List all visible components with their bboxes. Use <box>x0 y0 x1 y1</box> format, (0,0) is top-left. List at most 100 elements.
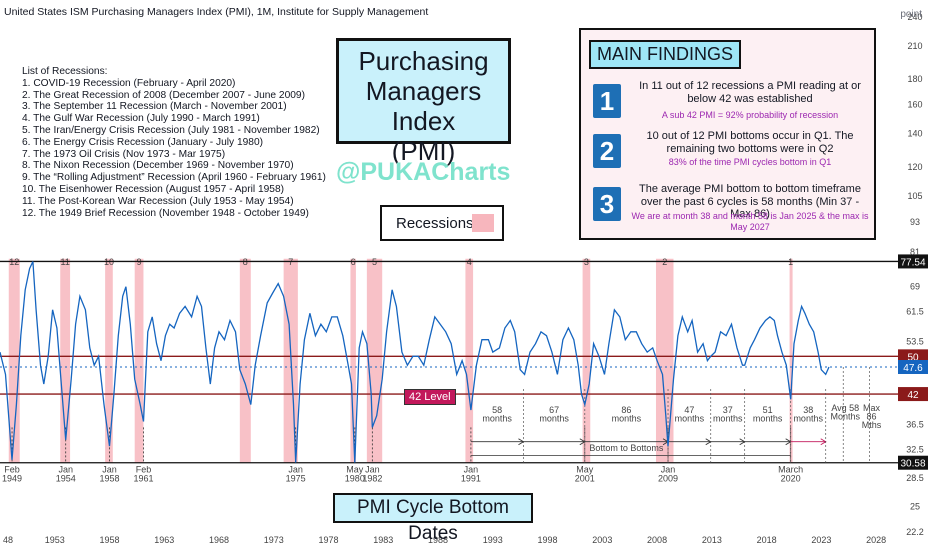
x-tick-label: 1993 <box>483 535 503 545</box>
cycle-label: months <box>612 413 642 423</box>
y-tick-label: 140 <box>907 129 922 139</box>
level-tag-label: 77.54 <box>900 257 925 268</box>
legend-swatch <box>472 214 494 232</box>
cycle-label: months <box>482 413 512 423</box>
recession-band <box>134 258 144 463</box>
recession-item: 8. The Nixon Recession (December 1969 - … <box>22 160 294 172</box>
cycle-label: 38 <box>803 405 813 415</box>
y-tick-label: 210 <box>907 41 922 51</box>
x-tick-label: 1973 <box>264 535 284 545</box>
finding-sub: We are at month 38 and month 58 is Jan 2… <box>631 211 869 232</box>
y-tick-label: 28.5 <box>906 473 924 483</box>
cycle-label: 51 <box>763 405 773 415</box>
bottom-date-label: Feb <box>4 465 20 475</box>
recession-band <box>789 258 793 463</box>
recession-list-title: List of Recessions: <box>22 66 108 77</box>
x-tick-label: 2023 <box>811 535 831 545</box>
recession-band <box>350 258 356 463</box>
x-tick-label: 48 <box>3 535 13 545</box>
recession-item: 9. The “Rolling Adjustment” Recession (A… <box>22 172 326 184</box>
level-tag-label: 42 <box>907 390 919 401</box>
y-tick-label: 53.5 <box>906 337 924 347</box>
brand-watermark: @PUKACharts <box>336 158 511 186</box>
bottom-date-label: May <box>346 465 364 475</box>
x-tick-label: 1968 <box>209 535 229 545</box>
bottom-date-label: Jan <box>102 465 117 475</box>
recession-band <box>105 258 113 463</box>
y-tick-label: 69 <box>910 282 920 292</box>
finding-number-2: 2 <box>593 134 621 168</box>
title-line: Managers Index <box>365 76 482 136</box>
y-tick-label: 25 <box>910 501 920 511</box>
x-tick-label: 1953 <box>45 535 65 545</box>
cycle-label: Months <box>830 411 860 421</box>
level-tag <box>898 349 928 364</box>
level-42-label: 42 Level <box>404 389 456 405</box>
cycle-label: Mths <box>862 420 882 430</box>
recession-item: 4. The Gulf War Recession (July 1990 - M… <box>22 113 260 125</box>
bottom-date-label: Jan <box>288 465 303 475</box>
x-tick-label: 1958 <box>99 535 119 545</box>
bottom-date-label: 1982 <box>362 474 382 484</box>
bottom-date-label: 1961 <box>133 474 153 484</box>
y-tick-label: 240 <box>907 12 922 22</box>
title-line: Purchasing <box>358 46 489 76</box>
bottom-date-label: 1975 <box>286 474 306 484</box>
cycle-label: 86 <box>621 405 631 415</box>
x-tick-label: 1963 <box>154 535 174 545</box>
cycle-label: months <box>793 413 823 423</box>
level-tag <box>898 387 928 402</box>
bottom-date-label: Jan <box>365 465 380 475</box>
recession-item: 11. The Post-Korean War Recession (July … <box>22 195 294 207</box>
x-tick-label: 2013 <box>702 535 722 545</box>
bottom-date-label: Jan <box>58 465 73 475</box>
finding-number-3: 3 <box>593 187 621 221</box>
bottom-date-label: Jan <box>464 465 479 475</box>
level-tag-label: 47.6 <box>903 363 923 374</box>
price-unit-label: point <box>900 9 922 20</box>
x-tick-label: 1978 <box>319 535 339 545</box>
recession-band <box>655 258 674 463</box>
pmi-series-line <box>0 261 830 463</box>
finding-main: 10 out of 12 PMI bottoms occur in Q1. Th… <box>646 130 854 155</box>
recession-item: 12. The 1949 Brief Recession (November 1… <box>22 207 309 219</box>
bottom-date-label: 1991 <box>461 474 481 484</box>
cycle-label: 67 <box>549 405 559 415</box>
title-box: Purchasing Managers Index (PMI) <box>336 38 511 166</box>
finding-main: In 11 out of 12 recessions a PMI reading… <box>639 80 861 105</box>
cycle-label: 86 <box>867 411 877 421</box>
y-tick-label: 120 <box>907 162 922 172</box>
bottom-date-label: March <box>778 465 803 475</box>
cycle-label: 37 <box>723 405 733 415</box>
bottom-date-label: Feb <box>136 465 152 475</box>
cycle-label: Avg 58 <box>831 403 859 413</box>
recession-band <box>239 258 251 463</box>
y-tick-label: 32.5 <box>906 445 924 455</box>
cycle-label: Max <box>863 403 881 413</box>
bottom-date-label: 1958 <box>99 474 119 484</box>
recession-item: 7. The 1973 Oil Crisis (Nov 1973 - Mar 1… <box>22 148 226 160</box>
finding-main: The average PMI bottom to bottom timefra… <box>639 183 861 220</box>
level-tag <box>898 254 928 269</box>
x-tick-label: 2028 <box>866 535 886 545</box>
bottom-dates-title: PMI Cycle Bottom Dates <box>333 493 533 544</box>
bottom-date-label: 2020 <box>781 474 801 484</box>
x-tick-label: 2008 <box>647 535 667 545</box>
x-tick-label: 2003 <box>592 535 612 545</box>
cycle-label: 47 <box>684 405 694 415</box>
cycle-label: months <box>539 413 569 423</box>
recession-item: 1. COVID-19 Recession (February - April … <box>22 77 236 89</box>
finding-sub: A sub 42 PMI = 92% probability of recess… <box>661 110 839 120</box>
recession-item: 5. The Iran/Energy Crisis Recession (Jul… <box>22 124 320 136</box>
level-tag-label: 30.58 <box>900 459 925 470</box>
recession-band <box>582 258 591 463</box>
bottom-date-label: Jan <box>661 465 676 475</box>
x-tick-label: 1998 <box>538 535 558 545</box>
y-tick-label: 81 <box>910 247 920 257</box>
finding-number-1: 1 <box>593 84 621 118</box>
recession-band <box>8 258 20 463</box>
bottom-date-label: May <box>576 465 594 475</box>
findings-title: MAIN FINDINGS <box>589 40 742 69</box>
x-tick-label: 1983 <box>373 535 393 545</box>
